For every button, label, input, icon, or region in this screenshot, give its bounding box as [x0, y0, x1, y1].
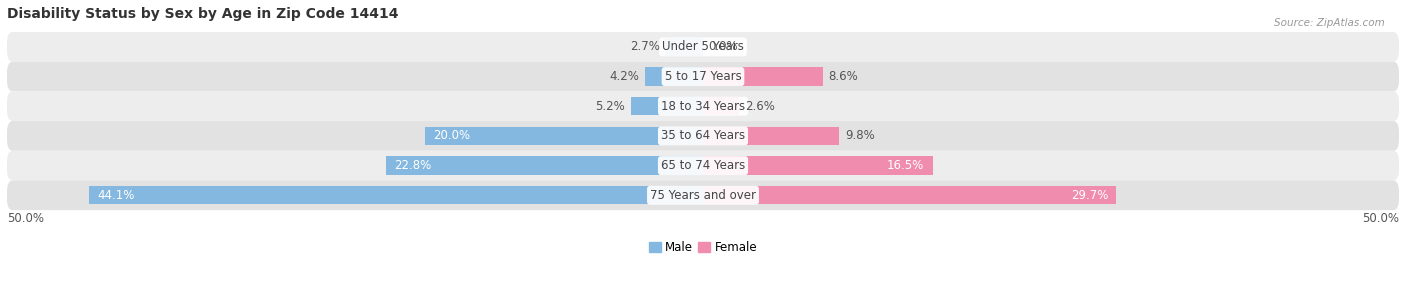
- FancyBboxPatch shape: [7, 181, 1399, 210]
- Text: 16.5%: 16.5%: [887, 159, 924, 172]
- Text: 29.7%: 29.7%: [1071, 189, 1108, 202]
- Text: 2.7%: 2.7%: [630, 40, 659, 54]
- Text: 0.0%: 0.0%: [709, 40, 738, 54]
- Bar: [703, 97, 740, 116]
- FancyBboxPatch shape: [7, 32, 1399, 62]
- Bar: [703, 127, 839, 145]
- Bar: [665, 38, 703, 56]
- FancyBboxPatch shape: [7, 92, 1399, 121]
- Text: 18 to 34 Years: 18 to 34 Years: [661, 100, 745, 113]
- Text: 8.6%: 8.6%: [828, 70, 858, 83]
- Bar: [644, 67, 703, 86]
- Text: 4.2%: 4.2%: [609, 70, 638, 83]
- Legend: Male, Female: Male, Female: [644, 236, 762, 259]
- Text: 22.8%: 22.8%: [394, 159, 432, 172]
- Bar: [703, 67, 823, 86]
- Text: 65 to 74 Years: 65 to 74 Years: [661, 159, 745, 172]
- FancyBboxPatch shape: [7, 62, 1399, 92]
- Text: 5.2%: 5.2%: [595, 100, 626, 113]
- Bar: [703, 156, 932, 175]
- Bar: [703, 186, 1116, 205]
- Bar: [425, 127, 703, 145]
- Text: 35 to 64 Years: 35 to 64 Years: [661, 130, 745, 142]
- Text: 50.0%: 50.0%: [1362, 212, 1399, 225]
- Text: 20.0%: 20.0%: [433, 130, 470, 142]
- Text: Under 5 Years: Under 5 Years: [662, 40, 744, 54]
- Text: Source: ZipAtlas.com: Source: ZipAtlas.com: [1274, 18, 1385, 28]
- Text: 2.6%: 2.6%: [745, 100, 775, 113]
- Bar: [89, 186, 703, 205]
- Text: 44.1%: 44.1%: [97, 189, 135, 202]
- Text: 5 to 17 Years: 5 to 17 Years: [665, 70, 741, 83]
- FancyBboxPatch shape: [7, 121, 1399, 151]
- Text: Disability Status by Sex by Age in Zip Code 14414: Disability Status by Sex by Age in Zip C…: [7, 7, 398, 21]
- Bar: [385, 156, 703, 175]
- Text: 9.8%: 9.8%: [845, 130, 875, 142]
- Text: 75 Years and over: 75 Years and over: [650, 189, 756, 202]
- Text: 50.0%: 50.0%: [7, 212, 44, 225]
- FancyBboxPatch shape: [7, 151, 1399, 181]
- Bar: [631, 97, 703, 116]
